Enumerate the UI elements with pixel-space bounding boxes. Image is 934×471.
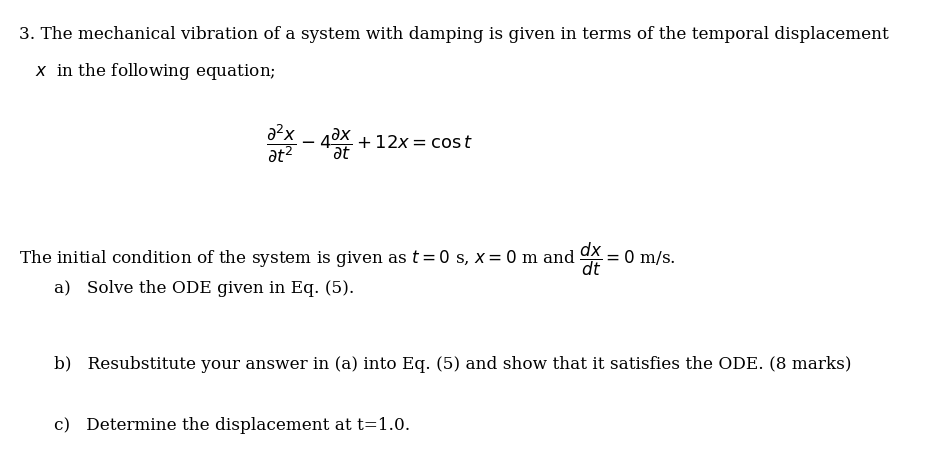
Text: $x$  in the following equation;: $x$ in the following equation; [35,61,276,82]
Text: a)   Solve the ODE given in Eq. (5).: a) Solve the ODE given in Eq. (5). [54,280,355,297]
Text: c)   Determine the displacement at t=1.0.: c) Determine the displacement at t=1.0. [54,417,410,434]
Text: The initial condition of the system is given as $t = 0$ s, $x = 0$ m and $\dfrac: The initial condition of the system is g… [19,240,675,277]
Text: 3. The mechanical vibration of a system with damping is given in terms of the te: 3. The mechanical vibration of a system … [19,26,888,43]
Text: $\dfrac{\partial^2 x}{\partial t^2} - 4\dfrac{\partial x}{\partial t} + 12x = \c: $\dfrac{\partial^2 x}{\partial t^2} - 4\… [266,122,474,165]
Text: b)   Resubstitute your answer in (a) into Eq. (5) and show that it satisfies the: b) Resubstitute your answer in (a) into … [54,356,852,373]
